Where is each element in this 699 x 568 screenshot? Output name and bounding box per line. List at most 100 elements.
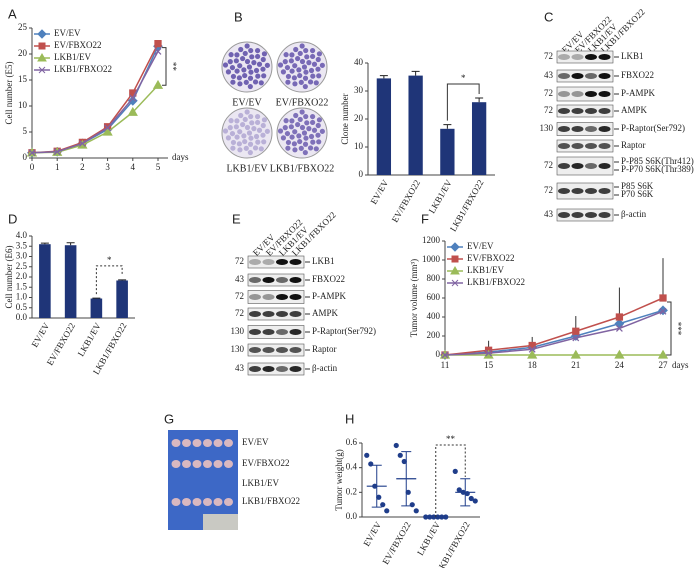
colony (308, 133, 315, 140)
colony (230, 73, 237, 80)
legend-label: LKB1/EV (54, 52, 91, 62)
y-tick-label: 1.0 (16, 292, 28, 302)
protein-label: Raptor (621, 140, 646, 150)
error-bar (475, 97, 484, 103)
colony (302, 83, 308, 90)
point (413, 508, 419, 514)
tumor (182, 439, 191, 447)
photo-row-label: LKB1/FBXO22 (242, 496, 300, 506)
y-tick-label: 600 (427, 292, 441, 302)
colony (293, 46, 299, 53)
point (570, 349, 581, 359)
y-tick-label: 4.0 (16, 230, 28, 240)
colony (277, 62, 284, 68)
point (441, 351, 449, 359)
band (276, 259, 288, 265)
bar (408, 75, 423, 175)
mw-marker: 72 (235, 308, 244, 318)
mw-marker: 72 (544, 160, 553, 170)
sig-bracket (162, 47, 167, 86)
point (384, 508, 390, 514)
series-line (31, 84, 159, 154)
colony (264, 128, 270, 134)
colony (229, 130, 236, 137)
bar (471, 102, 487, 175)
band (558, 212, 570, 218)
tumor (224, 439, 233, 447)
mw-marker: 72 (235, 256, 244, 266)
colony (282, 125, 288, 131)
band (598, 91, 611, 97)
y-tick-label: 0 (436, 349, 441, 359)
colony (243, 79, 249, 85)
y-tick-label: 0 (23, 152, 28, 162)
y-tick-label: 800 (427, 273, 441, 283)
y-tick-label: 1200 (422, 235, 441, 245)
band (571, 143, 584, 149)
point (53, 148, 61, 156)
colony (237, 81, 243, 87)
legend-marker (37, 52, 47, 62)
colony (233, 58, 239, 64)
x-tick-label: LKB1/EV (76, 321, 103, 358)
colony (311, 61, 318, 67)
panel-letter: B (234, 9, 243, 24)
colony (280, 135, 287, 141)
colony (236, 75, 242, 81)
band (262, 329, 275, 335)
band (598, 73, 611, 79)
point (397, 452, 403, 458)
colony (310, 53, 316, 60)
colony (258, 146, 264, 152)
band (585, 212, 597, 218)
point (154, 39, 162, 48)
sig-bracket (667, 301, 672, 356)
x-tick-label: 18 (528, 360, 538, 370)
mw-marker: 43 (544, 209, 554, 219)
colony (292, 147, 298, 153)
x-tick-label: EV/FBXO22 (380, 520, 412, 566)
colony (241, 133, 247, 139)
panel-letter: D (8, 211, 17, 226)
ruler (203, 514, 238, 530)
band (276, 366, 288, 372)
colony (228, 118, 234, 124)
colony (244, 58, 251, 65)
colony (309, 47, 316, 54)
band (276, 311, 288, 317)
colony (228, 52, 234, 58)
colony (297, 72, 303, 79)
mw-marker: 72 (235, 291, 244, 301)
significance: *** (673, 322, 683, 336)
significance: * (107, 255, 112, 265)
y-tick-label: 40 (354, 57, 364, 67)
tumor (171, 460, 181, 468)
point (152, 79, 164, 89)
point (28, 149, 36, 157)
series-line (444, 309, 664, 356)
colony (277, 128, 284, 134)
protein-label: P70 S6K (621, 189, 654, 199)
y-tick-label: 10 (18, 100, 28, 110)
colony (222, 128, 229, 134)
bar (90, 298, 103, 318)
tumor (171, 498, 181, 506)
sig-bracket (95, 265, 123, 295)
x-tick-label: 0 (30, 162, 35, 172)
colony (299, 58, 306, 65)
colony (234, 134, 240, 140)
colony (315, 56, 321, 63)
point (405, 489, 411, 495)
colony (261, 51, 268, 57)
band (262, 366, 275, 372)
y-axis-label: Cell number (E5) (4, 62, 14, 125)
colony (280, 69, 287, 75)
band (598, 108, 611, 114)
colony (303, 47, 309, 54)
band (249, 259, 261, 265)
point (659, 307, 667, 315)
legend-label: EV/EV (54, 28, 81, 38)
legend-label: EV/FBXO22 (54, 40, 102, 50)
point (401, 458, 407, 465)
y-tick-label: 0 (359, 169, 364, 179)
